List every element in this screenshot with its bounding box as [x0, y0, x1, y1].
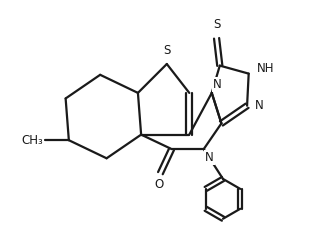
Text: NH: NH — [257, 62, 274, 75]
Text: N: N — [214, 78, 222, 91]
Text: S: S — [163, 44, 170, 57]
Text: N: N — [255, 99, 264, 112]
Text: N: N — [205, 151, 214, 164]
Text: O: O — [154, 178, 163, 191]
Text: S: S — [213, 18, 220, 31]
Text: CH₃: CH₃ — [21, 134, 43, 147]
